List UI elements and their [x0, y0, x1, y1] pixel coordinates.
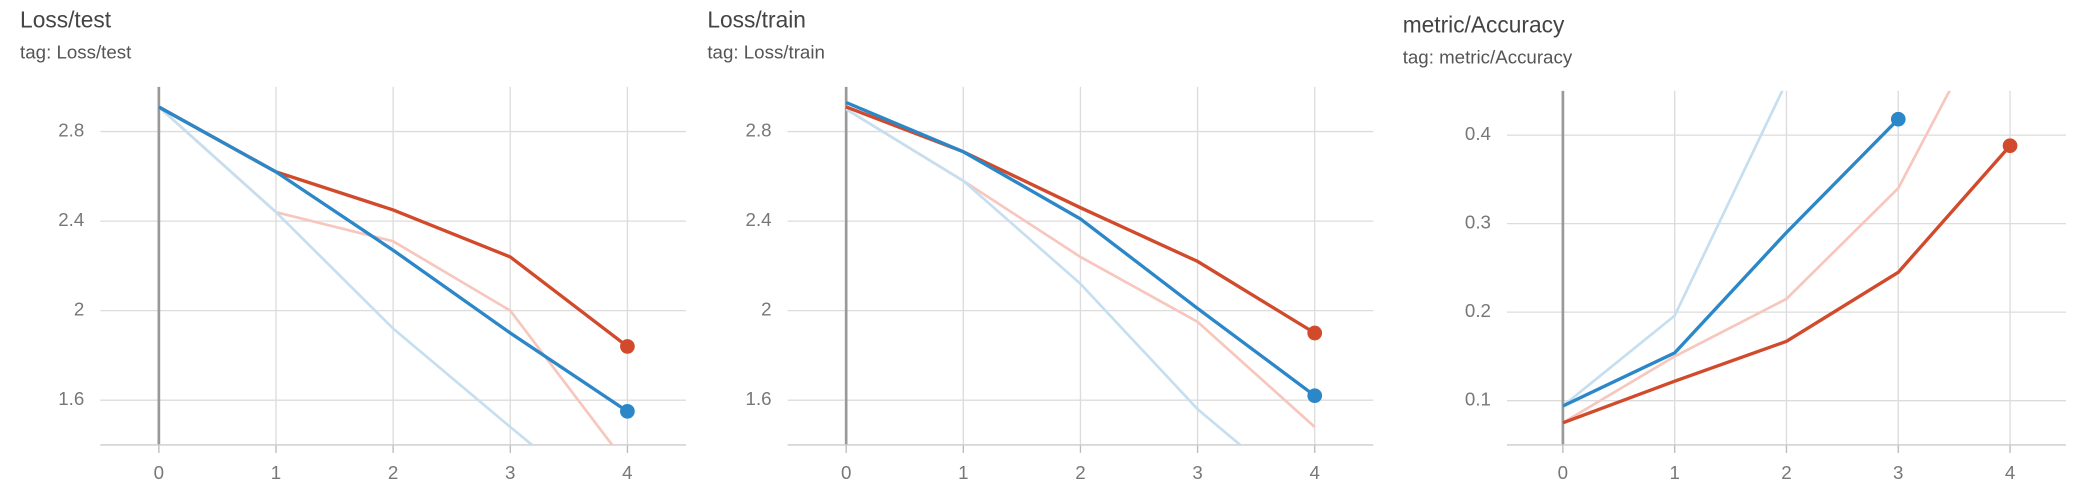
chart-title: Loss/train [707, 6, 806, 32]
series-line [845, 100, 1316, 398]
end-point [1307, 325, 1323, 341]
chart-subtitle: tag: metric/Accuracy [1403, 47, 1573, 68]
chart-subtitle: tag: Loss/test [20, 41, 132, 62]
y-tick-label: 0.3 [1465, 212, 1491, 233]
x-tick-label: 4 [622, 462, 632, 483]
y-tick-label: 0.4 [1465, 123, 1491, 144]
end-point [2002, 138, 2018, 154]
y-tick-label: 2 [761, 299, 771, 320]
plot-area [845, 100, 1316, 445]
end-point [620, 339, 635, 354]
y-tick-label: 1.6 [746, 388, 772, 409]
chart-subtitle: tag: Loss/train [707, 41, 825, 62]
series-line [845, 108, 1243, 445]
chart-title: metric/Accuracy [1403, 12, 1565, 38]
x-tick-label: 0 [1558, 462, 1568, 483]
series-line [157, 105, 535, 445]
x-tick-label: 3 [1192, 462, 1202, 483]
series-line [158, 105, 629, 413]
y-tick-label: 2 [74, 299, 84, 320]
x-tick-label: 1 [271, 462, 281, 483]
x-tick-label: 3 [1893, 462, 1903, 483]
y-tick-label: 2.4 [746, 209, 772, 230]
y-tick-label: 2.8 [58, 120, 84, 141]
series-line [1562, 118, 1900, 408]
end-point [620, 403, 635, 419]
x-tick-label: 1 [958, 462, 968, 483]
chart-panel: Loss/test tag: Loss/test 1.6 2 2.4 2.8 0 1 2 3 4 [20, 6, 686, 483]
x-tick-label: 4 [1310, 462, 1320, 483]
y-tick-label: 0.2 [1465, 300, 1491, 321]
end-point [1307, 388, 1323, 404]
x-tick-label: 4 [2005, 462, 2015, 483]
x-tick-label: 2 [1781, 462, 1791, 483]
end-point [1890, 111, 1906, 127]
y-tick-label: 1.6 [58, 388, 84, 409]
series-line [1562, 144, 2012, 425]
series-line [1562, 90, 1784, 407]
x-tick-label: 2 [1075, 462, 1085, 483]
chart-panel: Loss/train tag: Loss/train 1.6 2 2.4 2.8 0 1 2 3 4 [707, 6, 1374, 483]
x-tick-label: 0 [841, 462, 851, 483]
chart-panel: metric/Accuracy tag: metric/Accuracy 0.1 0.… [1403, 12, 2066, 483]
y-tick-label: 2.8 [746, 120, 772, 141]
y-tick-label: 2.4 [58, 209, 84, 230]
x-tick-label: 1 [1669, 462, 1679, 483]
chart-title: Loss/test [20, 6, 112, 32]
x-tick-label: 3 [505, 462, 515, 483]
series-line [1562, 90, 1952, 424]
y-tick-label: 0.1 [1465, 389, 1491, 410]
x-tick-label: 2 [388, 462, 398, 483]
plot-area [157, 105, 629, 445]
plot-area [1562, 90, 2012, 425]
x-tick-label: 0 [154, 462, 164, 483]
